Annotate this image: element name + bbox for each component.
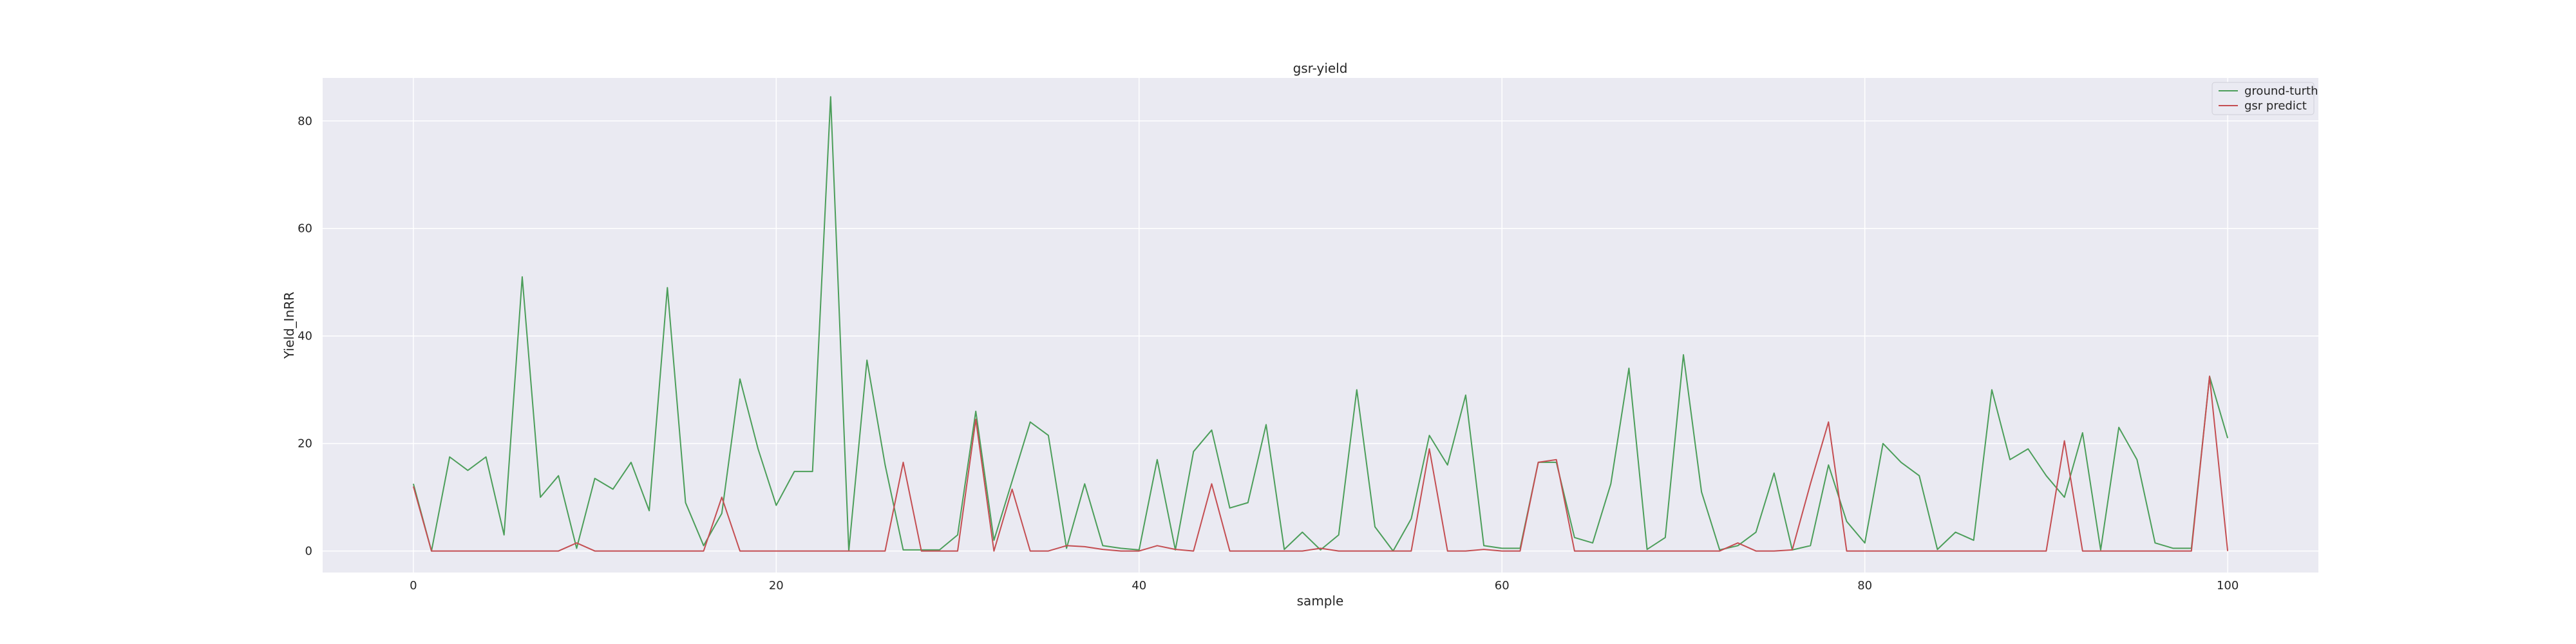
y-tick-label: 20 bbox=[298, 437, 312, 451]
x-tick-label: 20 bbox=[769, 579, 784, 592]
y-axis-label: Yield_InRR bbox=[281, 292, 297, 359]
x-tick-label: 80 bbox=[1857, 579, 1872, 592]
series-layer bbox=[412, 96, 2229, 552]
x-tick-label: 0 bbox=[410, 579, 417, 592]
x-tick-label: 40 bbox=[1132, 579, 1146, 592]
x-axis-label: sample bbox=[1297, 593, 1344, 609]
x-tick-label: 60 bbox=[1495, 579, 1510, 592]
tick-labels: 0 20 40 60 80 100 0 20 40 60 80 bbox=[298, 115, 2239, 592]
x-tick-label: 100 bbox=[2217, 579, 2239, 592]
series-line-ground-turth bbox=[412, 96, 2229, 552]
legend: ground-turth gsr predict bbox=[2211, 82, 2318, 115]
series-line-gsr-predict bbox=[412, 375, 2229, 552]
chart-title: gsr-yield bbox=[1293, 61, 1348, 76]
y-tick-label: 60 bbox=[298, 222, 312, 236]
y-tick-label: 0 bbox=[305, 545, 312, 558]
plot-background bbox=[323, 78, 2318, 573]
legend-label-ground-turth: ground-turth bbox=[2244, 84, 2318, 98]
legend-label-gsr-predict: gsr predict bbox=[2244, 99, 2307, 113]
y-tick-label: 40 bbox=[298, 330, 312, 343]
y-tick-label: 80 bbox=[298, 115, 312, 128]
